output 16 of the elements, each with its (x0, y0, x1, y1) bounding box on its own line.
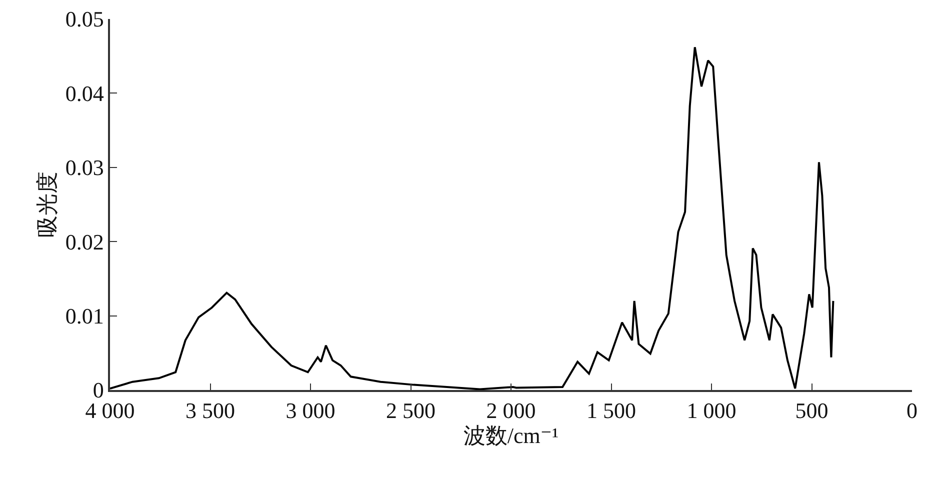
x-tick-label: 2 500 (386, 398, 436, 424)
x-tick-label: 2 000 (486, 398, 536, 424)
y-tick-label: 0.05 (65, 6, 104, 32)
x-tick-label: 500 (795, 398, 828, 424)
x-tick-label: 1 500 (586, 398, 636, 424)
y-tick-label: 0.04 (65, 80, 104, 106)
y-tick-label: 0.01 (65, 304, 104, 328)
x-tick-label: 3 500 (186, 398, 235, 424)
y-tick-label: 0.02 (65, 229, 104, 254)
x-tick-label: 3 000 (286, 398, 336, 424)
y-axis-title: 吸光度 (34, 172, 60, 238)
x-tick-label: 0 (906, 398, 918, 424)
x-tick-label: 1 000 (686, 398, 736, 424)
y-tick-label: 0.03 (65, 155, 104, 180)
x-axis-title: 波数/cm⁻¹ (463, 423, 559, 448)
line-series (110, 46, 834, 390)
